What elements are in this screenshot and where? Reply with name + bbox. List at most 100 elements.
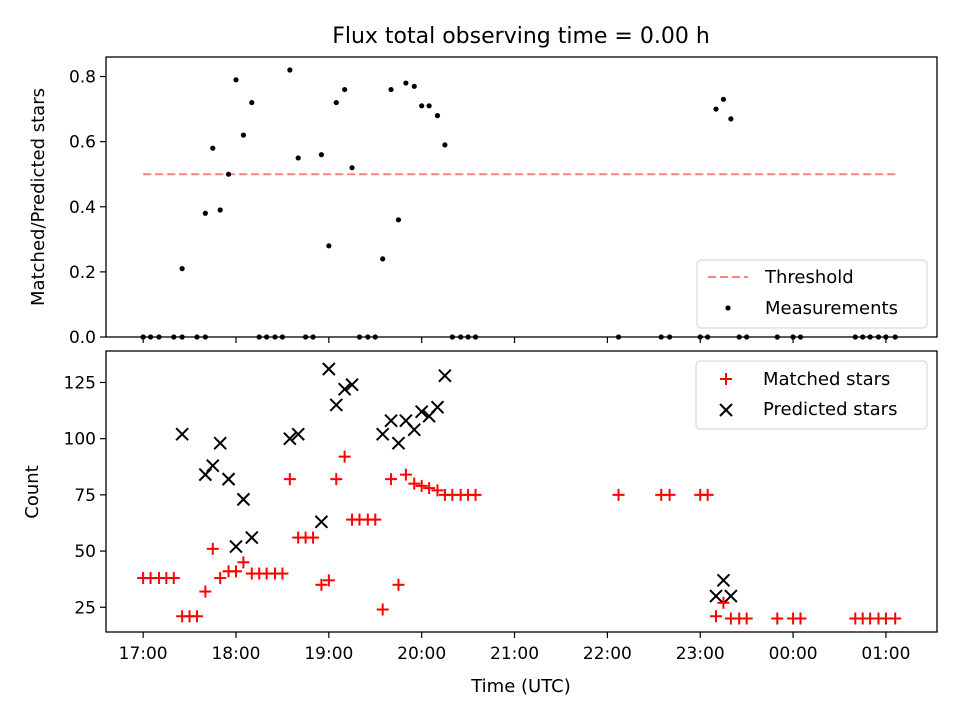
- count-panel: 25 50 75 100 125 17:00 18:00 19:00 20:00 21:00 22…: [22, 350, 938, 697]
- predicted-star-point: [221, 472, 236, 486]
- ratio-legend-box: [696, 259, 928, 329]
- measurement-point: [240, 132, 247, 138]
- matched-legend-marker: [720, 373, 732, 385]
- measurement-point: [295, 155, 301, 161]
- count-x-tick-label: 17:00: [119, 644, 168, 664]
- ratio-y-tick-label: 0.6: [69, 133, 96, 153]
- measurement-point: [395, 217, 402, 223]
- predicted-star-point: [438, 369, 452, 383]
- measurement-point: [342, 86, 348, 93]
- measurement-point: [442, 142, 448, 148]
- ratio-legend: Threshold Measurements: [696, 259, 928, 329]
- count-y-tick-label: 125: [64, 373, 96, 393]
- measurement-point: [388, 86, 394, 93]
- count-axes-frame: [105, 350, 938, 633]
- measurement-point: [249, 99, 255, 106]
- predicted-star-point: [175, 427, 189, 441]
- predicted-star-point: [245, 530, 259, 545]
- count-x-axis-label: Time (UTC): [470, 676, 571, 697]
- matched-star-point: [663, 488, 676, 501]
- matched-star-point: [167, 572, 180, 585]
- count-x-tick-label: 21:00: [490, 644, 539, 664]
- predicted-star-point: [283, 431, 297, 446]
- matched-star-point: [710, 610, 723, 623]
- predicted-star-point: [391, 436, 406, 450]
- matched-star-point: [199, 585, 212, 598]
- predicted-star-point: [236, 492, 251, 507]
- count-y-tick-label: 100: [64, 430, 96, 450]
- ratio-axes-frame: [105, 56, 938, 338]
- matched-star-point: [376, 603, 389, 616]
- ratio-x-axis-ticks: [142, 337, 887, 343]
- count-x-tick-label: 18:00: [211, 644, 260, 664]
- count-legend: Matched stars Predicted stars: [695, 360, 928, 430]
- measurements-legend-marker: [725, 305, 731, 311]
- predicted-star-point: [345, 378, 359, 392]
- predicted-star-point: [329, 398, 343, 412]
- matched-star-point: [740, 612, 753, 625]
- count-x-tick-label: 19:00: [304, 644, 353, 664]
- matched-star-point: [206, 542, 219, 555]
- count-x-axis-ticks: 17:00 18:00 19:00 20:00 21:00 22:00 23:00 00:00…: [119, 632, 910, 664]
- predicted-star-point: [314, 515, 329, 529]
- measurement-point: [225, 171, 232, 177]
- count-y-tick-label: 75: [74, 486, 96, 506]
- predicted-star-point: [322, 362, 336, 376]
- measurement-point: [713, 106, 719, 112]
- matched-star-point: [214, 572, 227, 585]
- predicted-star-point: [206, 458, 220, 473]
- measurement-point: [411, 83, 417, 89]
- measurement-point: [217, 207, 223, 213]
- measurement-point: [210, 145, 216, 151]
- matched-star-point: [190, 610, 203, 623]
- predicted-legend-marker: [719, 403, 733, 417]
- matched-star-point: [307, 531, 320, 544]
- predicted-star-point: [375, 427, 390, 441]
- matched-star-point: [283, 473, 296, 486]
- matched-star-point: [237, 556, 250, 569]
- matched-star-point: [229, 565, 242, 578]
- matched-star-point: [415, 479, 428, 492]
- matched-star-point: [431, 484, 444, 497]
- matched-star-point: [469, 488, 482, 501]
- measurement-point: [720, 96, 727, 102]
- predicted-star-point: [709, 589, 723, 603]
- predicted-star-point: [337, 382, 352, 396]
- matched-star-point: [315, 578, 328, 591]
- measurement-point: [349, 165, 355, 171]
- count-x-tick-label: 22:00: [583, 644, 632, 664]
- measurement-point: [728, 116, 734, 122]
- predicted-legend-label: Predicted stars: [763, 399, 897, 420]
- measurement-point: [318, 152, 325, 158]
- matched-star-point: [385, 473, 398, 486]
- matched-star-point: [338, 450, 351, 463]
- matched-star-point: [771, 612, 784, 625]
- measurement-point: [434, 113, 441, 119]
- matched-star-point: [330, 473, 343, 486]
- matched-star-point: [794, 612, 807, 625]
- measurement-point: [380, 256, 386, 262]
- count-y-axis-label: Count: [22, 465, 43, 518]
- predicted-star-point: [213, 436, 227, 450]
- ratio-y-tick-label: 0.2: [69, 263, 96, 283]
- matched-star-point: [408, 477, 421, 490]
- predicted-star-point: [430, 400, 445, 414]
- count-x-tick-label: 20:00: [397, 644, 446, 664]
- ratio-panel: 0.00.20.40.60.8 Matched/Predicted stars …: [28, 56, 938, 348]
- predicted-star-point: [414, 404, 429, 419]
- predicted-star-point: [724, 589, 738, 603]
- matched-star-point: [399, 468, 412, 481]
- measurement-point: [403, 80, 409, 86]
- count-y-axis-ticks: 25 50 75 100 125: [64, 373, 106, 618]
- count-y-tick-label: 50: [74, 542, 96, 562]
- predicted-star-point: [198, 467, 213, 482]
- measurement-point: [233, 77, 239, 83]
- predicted-star-point: [291, 427, 305, 441]
- predicted-star-point: [384, 413, 398, 428]
- measurement-point: [426, 103, 432, 109]
- measurement-point: [202, 210, 208, 216]
- count-x-tick-label: 00:00: [769, 644, 818, 664]
- matched-star-point: [369, 513, 382, 526]
- matched-star-point: [889, 612, 902, 625]
